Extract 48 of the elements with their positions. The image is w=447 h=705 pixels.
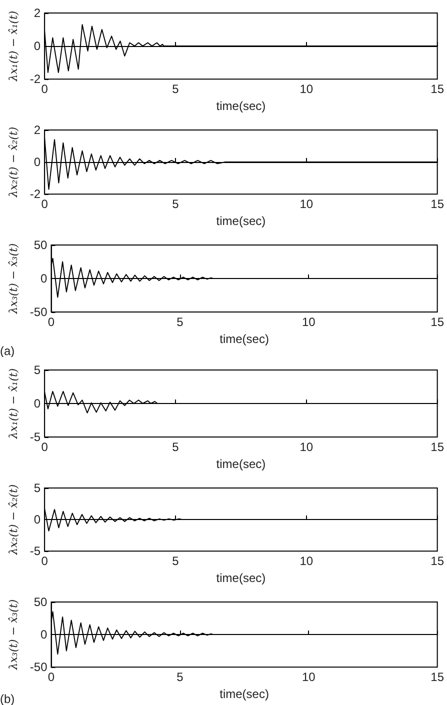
y-axis-title: λx₂(t) − x̂₂(t): [7, 126, 20, 198]
x-axis-title: time(sec): [216, 571, 266, 585]
x-tick-label: 15: [430, 197, 444, 212]
y-tick-label: -2: [30, 72, 41, 86]
y-tick-label: 50: [34, 238, 48, 252]
x-tick-label: 10: [300, 197, 314, 212]
x-tick-label: 10: [300, 82, 314, 96]
y-tick-label: -2: [30, 187, 41, 202]
x-tick-label: 10: [302, 315, 316, 329]
x-axis-title: time(sec): [220, 332, 269, 346]
y-tick-label: 2: [34, 6, 41, 20]
y-tick-label: 2: [34, 123, 41, 137]
x-tick-label: 5: [176, 315, 184, 329]
y-tick-label: -5: [30, 430, 41, 444]
y-axis-title: λx₂(t) − x̂₂(t): [7, 484, 20, 556]
y-tick-label: 0: [34, 512, 41, 527]
x-tick-label: 5: [172, 197, 180, 212]
x-tick-label: 10: [300, 554, 314, 568]
y-tick-label: 0: [40, 272, 48, 286]
y-tick-label: 0: [34, 39, 41, 54]
y-tick-label: -5: [30, 544, 41, 558]
y-tick-label: 5: [34, 363, 41, 377]
x-axis-title: time(sec): [216, 214, 266, 228]
y-tick-label: 5: [34, 481, 41, 495]
y-axis-title: λx₃(t) − x̂₃(t): [7, 243, 20, 315]
y-tick-label: 50: [34, 595, 48, 609]
x-tick-label: 15: [430, 440, 444, 454]
x-tick-label: 5: [172, 440, 180, 454]
x-axis-title: time(sec): [220, 687, 269, 701]
y-axis-title: λx₃(t) − x̂₃(t): [7, 599, 20, 671]
x-axis-title: time(sec): [216, 456, 266, 471]
y-tick-label: 0: [34, 396, 41, 410]
x-tick-label: 15: [430, 82, 444, 96]
x-tick-label: 15: [430, 670, 444, 684]
x-tick-label: 5: [176, 670, 184, 684]
x-axis-title: time(sec): [216, 99, 266, 113]
x-tick-label: 5: [172, 82, 180, 96]
y-tick-label: -50: [30, 660, 48, 674]
x-tick-label: 15: [430, 554, 444, 568]
y-tick-label: 0: [40, 628, 48, 642]
x-tick-label: 10: [300, 440, 314, 454]
x-tick-label: 15: [430, 315, 444, 329]
y-axis-title: λx₁(t) − x̂₁(t): [7, 10, 20, 82]
y-axis-title: λx₁(t) − x̂₁(t): [7, 368, 20, 440]
y-tick-label: 0: [34, 155, 41, 170]
y-tick-label: -50: [30, 305, 48, 319]
x-tick-label: 5: [172, 554, 180, 568]
x-tick-label: 10: [302, 670, 316, 684]
